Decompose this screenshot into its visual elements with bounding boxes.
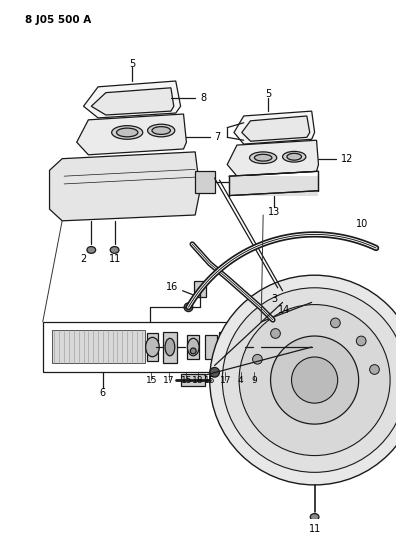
Ellipse shape	[249, 152, 276, 164]
Polygon shape	[227, 140, 318, 176]
Circle shape	[330, 318, 339, 328]
Circle shape	[270, 336, 358, 424]
Circle shape	[209, 275, 401, 485]
Ellipse shape	[110, 247, 119, 253]
Text: 11: 11	[108, 254, 120, 264]
Ellipse shape	[310, 514, 318, 520]
Ellipse shape	[145, 337, 159, 357]
Ellipse shape	[254, 155, 271, 161]
Ellipse shape	[282, 151, 305, 162]
Ellipse shape	[209, 367, 219, 377]
Circle shape	[355, 336, 365, 346]
Bar	[146, 334, 158, 361]
Circle shape	[270, 329, 279, 338]
Text: 15: 15	[180, 376, 192, 385]
Text: 11: 11	[308, 523, 320, 533]
Circle shape	[222, 288, 401, 472]
Text: 17: 17	[163, 376, 174, 385]
Polygon shape	[49, 152, 200, 221]
Text: 5: 5	[129, 59, 135, 69]
Circle shape	[239, 304, 389, 456]
Bar	[43, 322, 261, 372]
Polygon shape	[77, 114, 186, 155]
Text: 16: 16	[166, 282, 178, 292]
Ellipse shape	[147, 124, 174, 137]
Ellipse shape	[152, 127, 170, 134]
Ellipse shape	[187, 338, 198, 356]
Bar	[180, 374, 205, 386]
Bar	[219, 332, 233, 362]
Text: 6: 6	[99, 387, 106, 398]
Text: 13: 13	[267, 207, 279, 217]
Text: 3: 3	[271, 294, 277, 303]
Circle shape	[369, 365, 379, 374]
Text: 4: 4	[237, 376, 243, 385]
Ellipse shape	[251, 342, 259, 352]
Text: 14: 14	[277, 305, 289, 315]
Text: 10: 10	[355, 220, 367, 229]
Bar	[229, 176, 318, 196]
Text: 17: 17	[219, 376, 231, 385]
Circle shape	[252, 354, 261, 364]
Text: 15: 15	[146, 376, 157, 385]
Bar	[163, 332, 176, 362]
Text: 7: 7	[214, 132, 220, 142]
Text: 18: 18	[192, 376, 203, 385]
Polygon shape	[241, 116, 309, 141]
Circle shape	[291, 357, 337, 403]
Ellipse shape	[116, 128, 138, 137]
Ellipse shape	[286, 154, 301, 160]
Text: 8: 8	[200, 93, 206, 103]
Ellipse shape	[87, 247, 95, 253]
Bar	[194, 281, 205, 296]
Text: 15: 15	[203, 376, 215, 385]
Text: 2: 2	[80, 254, 87, 264]
Polygon shape	[233, 111, 314, 144]
Ellipse shape	[184, 303, 192, 312]
Ellipse shape	[190, 348, 196, 354]
Ellipse shape	[233, 340, 244, 355]
Ellipse shape	[165, 338, 174, 356]
Bar	[52, 329, 144, 362]
Bar	[195, 171, 214, 192]
Text: 12: 12	[340, 154, 352, 164]
Bar	[205, 335, 216, 359]
Text: 9: 9	[251, 376, 257, 385]
Ellipse shape	[111, 126, 142, 139]
Polygon shape	[83, 81, 180, 118]
Bar	[187, 335, 198, 359]
Polygon shape	[91, 88, 173, 115]
Text: 8 J05 500 A: 8 J05 500 A	[25, 15, 91, 25]
Text: 5: 5	[264, 88, 270, 99]
